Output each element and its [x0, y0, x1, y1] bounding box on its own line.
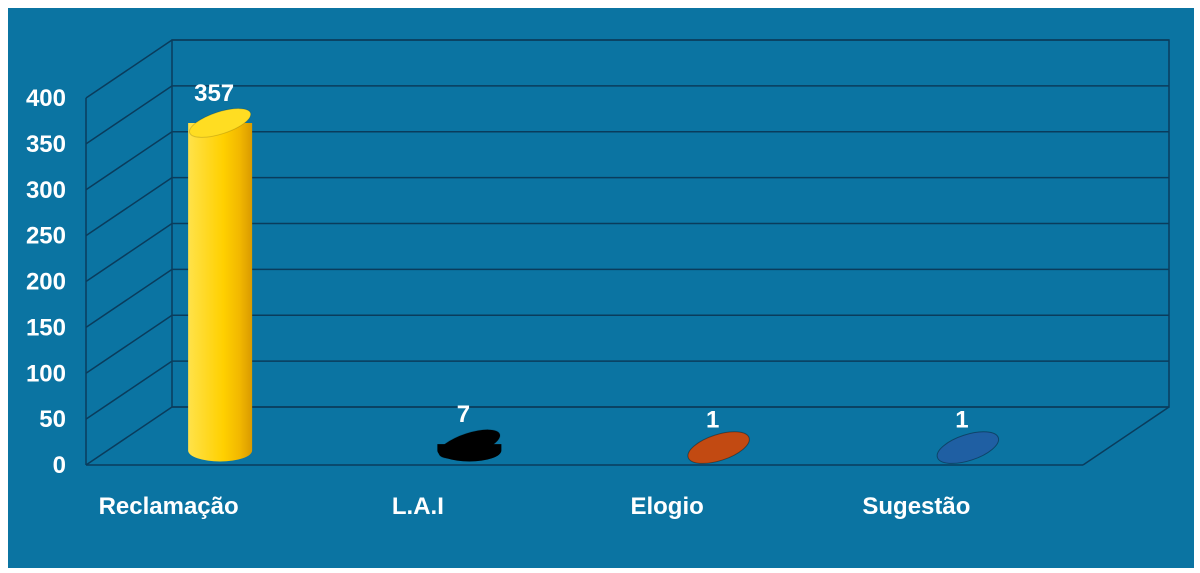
gridline-side [85, 85, 173, 145]
y-tick-label: 0 [53, 452, 66, 479]
data-label: 1 [955, 407, 968, 434]
bar [687, 431, 750, 464]
gridline-side [85, 131, 173, 191]
y-axis: 0 50 100 150 200 250 300 350 400 [26, 85, 87, 479]
gridline-side [85, 314, 173, 374]
gridline-side [85, 222, 173, 283]
data-label: 1 [706, 407, 719, 434]
gridline-side [85, 360, 173, 420]
bars [188, 108, 1000, 464]
data-label: 7 [457, 401, 470, 428]
y-tick-label: 50 [39, 406, 66, 433]
data-label: 357 [194, 80, 234, 107]
floor-right-edge [1082, 406, 1170, 466]
x-tick-label: Reclamação [99, 493, 239, 520]
gridline-side [85, 268, 173, 328]
bar-cap [189, 108, 252, 138]
y-tick-label: 200 [26, 269, 66, 296]
y-tick-label: 350 [26, 131, 66, 158]
gridline-side [85, 406, 173, 466]
bar [936, 431, 1000, 464]
gridline-side [85, 177, 173, 237]
bar-chart: 0 50 100 150 200 250 300 350 400 357 Reclamação 7 L… [26, 39, 1170, 520]
x-tick-label: Elogio [630, 493, 703, 520]
grid-layer [85, 39, 1170, 466]
y-tick-label: 300 [26, 177, 66, 204]
bar [437, 429, 502, 462]
chart-area: 0 50 100 150 200 250 300 350 400 357 Reclamação 7 L… [8, 8, 1194, 568]
x-tick-label: Sugestão [862, 493, 970, 520]
x-tick-label: L.A.I [392, 493, 444, 520]
bar-cap [936, 431, 1000, 464]
y-tick-label: 250 [26, 223, 66, 250]
y-tick-label: 100 [26, 360, 66, 387]
bar-cap [438, 429, 501, 459]
y-tick-label: 150 [26, 314, 66, 341]
bar-cap [687, 431, 750, 464]
labels: 357 Reclamação 7 L.A.I 1 Elogio 1 Sugestão [99, 80, 971, 520]
gridline-side [85, 39, 173, 99]
bar [188, 108, 253, 462]
y-tick-label: 400 [26, 85, 66, 112]
bar-body [188, 122, 253, 462]
